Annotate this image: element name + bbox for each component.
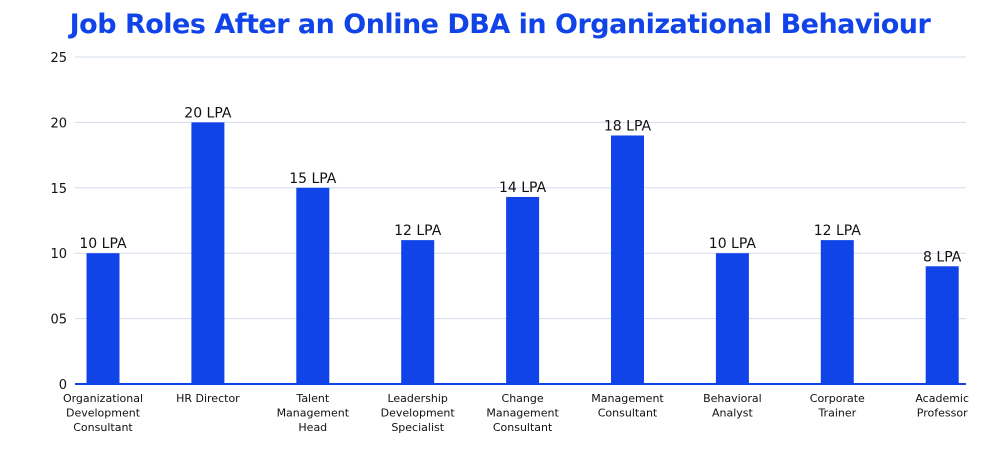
x-category-label: Organizational Development Consultant xyxy=(63,392,143,434)
bar-data-label: 15 LPA xyxy=(289,171,337,187)
bar-data-label: 10 LPA xyxy=(709,236,757,252)
x-category-label-line: Change xyxy=(502,392,544,405)
x-category-label-line: Organizational xyxy=(63,392,143,405)
x-category-label: Behavioral Analyst xyxy=(703,392,762,420)
bar xyxy=(86,253,120,384)
data-labels: 10 LPA 20 LPA 15 LPA 12 LPA 14 LPA 18 LPA 10 L… xyxy=(79,105,961,265)
bar xyxy=(611,135,644,384)
x-category-label-line: Consultant xyxy=(598,407,658,420)
y-tick-label: 25 xyxy=(50,51,67,66)
x-category-label: Change Management Consultant xyxy=(486,392,559,434)
bar-data-label: 14 LPA xyxy=(499,180,547,196)
y-tick-label: 05 xyxy=(50,313,67,328)
bar xyxy=(401,240,435,384)
x-category-label: Talent Management Head xyxy=(277,392,350,434)
x-category-label-line: Development xyxy=(66,407,141,420)
chart-title: Job Roles After an Online DBA in Organiz… xyxy=(68,9,932,40)
y-tick-label: 0 xyxy=(59,378,67,393)
x-category-label-line: Management xyxy=(591,392,664,405)
x-category-label-line: Behavioral xyxy=(703,392,762,405)
x-category-label-line: Consultant xyxy=(493,421,553,434)
bar-data-label: 8 LPA xyxy=(923,249,962,265)
x-category-label-line: Consultant xyxy=(73,421,133,434)
x-category-label-line: Leadership xyxy=(387,392,447,405)
x-category-label-line: Trainer xyxy=(817,407,856,420)
y-tick-label: 20 xyxy=(50,116,67,131)
bar-data-label: 20 LPA xyxy=(184,105,232,121)
x-category-label-line: Talent xyxy=(295,392,329,405)
x-category-label-line: Development xyxy=(381,407,456,420)
bar-data-label: 18 LPA xyxy=(604,118,652,134)
bar xyxy=(506,196,540,384)
y-tick-label: 15 xyxy=(50,182,67,197)
bars xyxy=(86,122,959,385)
x-category-label-line: Professor xyxy=(917,407,968,420)
bar-data-label: 12 LPA xyxy=(814,223,862,239)
x-category-label: Leadership Development Specialist xyxy=(381,392,456,434)
x-category-label-line: Academic xyxy=(915,392,969,405)
x-category-label: Management Consultant xyxy=(591,392,664,420)
x-category-label: Corporate Trainer xyxy=(810,392,865,420)
x-category-label-line: HR Director xyxy=(176,392,240,405)
x-category-label-line: Corporate xyxy=(810,392,865,405)
x-category-label-line: Management xyxy=(277,407,350,420)
x-category-label-line: Head xyxy=(298,421,327,434)
x-category-label-line: Management xyxy=(486,407,559,420)
x-category-label: HR Director xyxy=(176,392,240,405)
x-category-label-line: Specialist xyxy=(391,421,444,434)
bar-data-label: 12 LPA xyxy=(394,223,442,239)
bar xyxy=(296,187,330,384)
bar xyxy=(820,240,854,384)
x-category-label-line: Analyst xyxy=(712,407,754,420)
bar xyxy=(191,122,225,385)
x-category-label: Academic Professor xyxy=(915,392,969,420)
y-axis-ticks: 0 05 10 15 20 25 xyxy=(50,51,67,393)
bar xyxy=(715,253,749,384)
bar-data-label: 10 LPA xyxy=(79,236,127,252)
bar xyxy=(925,266,959,384)
y-tick-label: 10 xyxy=(50,247,67,262)
